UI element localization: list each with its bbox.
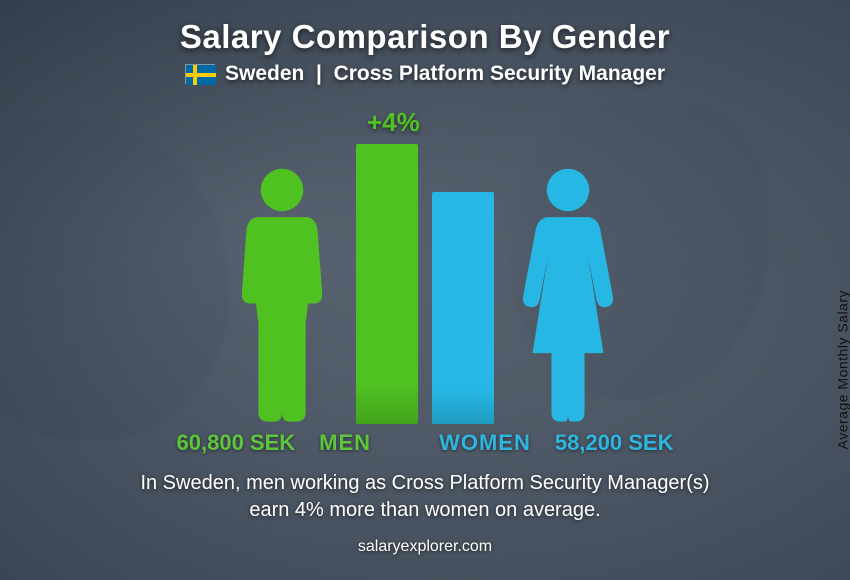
page-title: Salary Comparison By Gender <box>180 18 670 56</box>
subtitle-country: Sweden <box>225 62 304 85</box>
women-label: WOMEN <box>439 430 531 456</box>
percent-difference-label: +4% <box>367 107 420 138</box>
woman-icon <box>508 164 628 424</box>
sweden-flag-icon <box>185 64 215 84</box>
subtitle-text: Sweden | Cross Platform Security Manager <box>225 62 665 86</box>
chart-area: +4% <box>105 94 745 424</box>
bar-women <box>432 192 494 424</box>
bar-men <box>356 144 418 424</box>
subtitle-row: Sweden | Cross Platform Security Manager <box>185 62 665 86</box>
labels-row: 60,800 SEK MEN WOMEN 58,200 SEK <box>105 430 745 456</box>
y-axis-label: Average Monthly Salary <box>834 290 850 449</box>
women-salary: 58,200 SEK <box>555 430 674 456</box>
description-line-2: earn 4% more than women on average. <box>249 499 600 521</box>
men-label: MEN <box>319 430 371 456</box>
man-icon <box>222 164 342 424</box>
source-attribution: salaryexplorer.com <box>358 538 492 556</box>
subtitle-role: Cross Platform Security Manager <box>334 62 665 85</box>
description-text: In Sweden, men working as Cross Platform… <box>140 470 709 524</box>
infographic-container: Salary Comparison By Gender Sweden | Cro… <box>0 0 850 580</box>
description-line-1: In Sweden, men working as Cross Platform… <box>140 472 709 494</box>
men-salary: 60,800 SEK <box>177 430 296 456</box>
subtitle-separator: | <box>316 62 322 85</box>
